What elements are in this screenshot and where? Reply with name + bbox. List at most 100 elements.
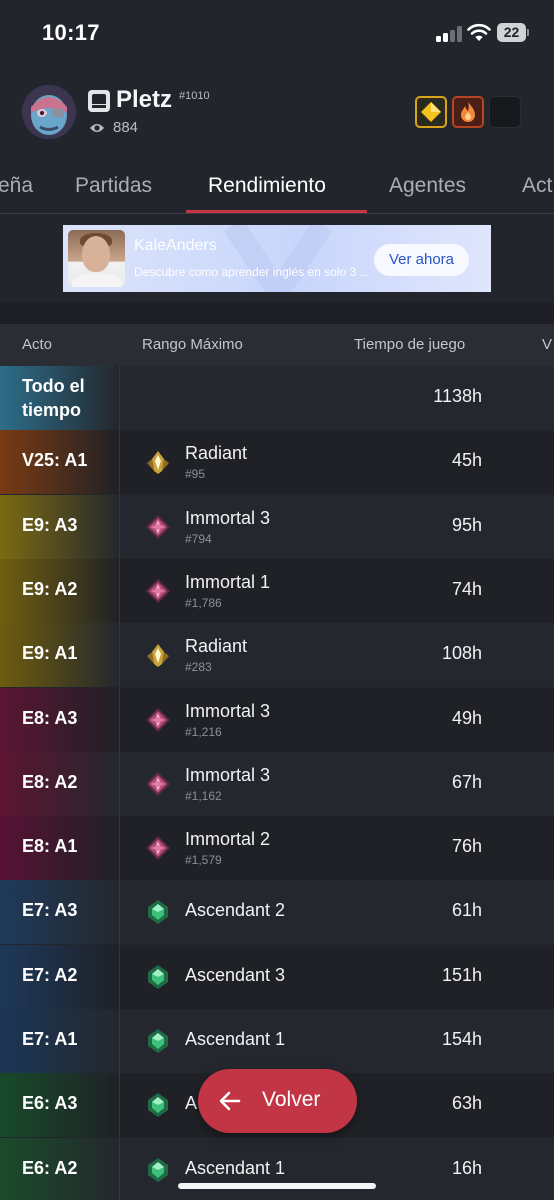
ascendant-rank-icon: [145, 899, 171, 925]
act-label: E9: A1: [22, 643, 78, 663]
playtime: 67h: [451, 772, 482, 792]
table-row[interactable]: E7: A1 Ascendant 1 154h: [0, 1009, 554, 1073]
act-cell: V25: A1: [0, 430, 120, 494]
immortal-rank-icon: [145, 707, 171, 733]
playtime: 74h: [451, 579, 482, 599]
playtime: 45h: [451, 450, 482, 470]
table-row[interactable]: E8: A1 Immortal 2 #1,579 76h: [0, 816, 554, 880]
table-row[interactable]: E9: A1 Radiant #283 108h: [0, 623, 554, 687]
act-cell: E6: A2: [0, 1138, 120, 1200]
ascendant-rank-icon: [145, 1028, 171, 1054]
col-header-time[interactable]: Tiempo de juego: [354, 336, 466, 353]
cellular-signal-icon: [436, 25, 462, 42]
rank-name: Ascendant 1: [185, 1029, 286, 1049]
leaderboard-position: #794: [185, 532, 212, 546]
immortal-rank-icon: [145, 514, 171, 540]
rank-name: A: [185, 1093, 198, 1113]
rank-name: Immortal 3: [185, 765, 271, 785]
act-cell: E8: A2: [0, 752, 120, 816]
radiant-rank-icon: [145, 449, 171, 475]
playtime: 108h: [441, 643, 482, 663]
playtime: 16h: [451, 1158, 482, 1178]
act-label: E6: A3: [22, 1093, 78, 1113]
immortal-rank-icon: [145, 578, 171, 604]
act-label: E9: A2: [22, 579, 78, 599]
act-cell: E7: A2: [0, 945, 120, 1009]
dark-badge[interactable]: [489, 96, 521, 128]
tab-bar: eña Partidas Rendimiento Agentes Act: [0, 160, 554, 214]
immortal-rank-icon: [145, 771, 171, 797]
view-count: 884: [113, 119, 139, 136]
table-row[interactable]: E9: A3 Immortal 3 #794 95h: [0, 495, 554, 559]
riot-fist-icon: [88, 90, 110, 112]
act-cell: E6: A3: [0, 1073, 120, 1137]
ad-description: Descubre como aprender inglés en solo 3 …: [134, 265, 370, 279]
tab-partidas[interactable]: Partidas: [75, 174, 153, 197]
back-button[interactable]: Volver: [198, 1069, 357, 1133]
playtime: 151h: [441, 965, 482, 985]
table-row[interactable]: E9: A2 Immortal 1 #1,786 74h: [0, 559, 554, 623]
act-cell: E9: A3: [0, 495, 120, 559]
leaderboard-position: #1,162: [185, 789, 222, 803]
act-cell: E7: A1: [0, 1009, 120, 1073]
immortal-rank-icon: [145, 835, 171, 861]
ascendant-rank-icon: [145, 1157, 171, 1183]
table-row[interactable]: E8: A2 Immortal 3 #1,162 67h: [0, 752, 554, 816]
act-cell: E8: A1: [0, 816, 120, 880]
back-button-label: Volver: [262, 1088, 321, 1111]
ad-title: KaleAnders: [134, 237, 217, 254]
table-row[interactable]: E6: A2 Ascendant 1 16h: [0, 1138, 554, 1200]
profile-header: Pletz #1010 884: [0, 78, 554, 148]
col-header-act[interactable]: Acto: [22, 336, 53, 353]
table-row[interactable]: E7: A2 Ascendant 3 151h: [0, 945, 554, 1009]
avatar[interactable]: [22, 85, 76, 139]
col-header-extra[interactable]: V: [542, 336, 553, 353]
playtime: 76h: [451, 836, 482, 856]
table-row[interactable]: E8: A3 Immortal 3 #1,216 49h: [0, 688, 554, 752]
section-divider: [0, 302, 554, 324]
act-label: E8: A3: [22, 708, 78, 728]
wifi-icon: [467, 23, 491, 41]
home-indicator: [178, 1183, 376, 1189]
gold-diamond-badge[interactable]: [415, 96, 447, 128]
playtime: 1138h: [433, 386, 482, 406]
ad-banner[interactable]: KaleAnders Descubre como aprender inglés…: [63, 225, 491, 292]
act-label: E6: A2: [22, 1158, 78, 1178]
table-row[interactable]: V25: A1 Radiant #95 45h: [0, 430, 554, 494]
tab-agentes[interactable]: Agentes: [389, 174, 467, 197]
table-row[interactable]: Todo el tiempo 1138h: [0, 366, 554, 430]
act-label: E7: A3: [22, 900, 78, 920]
radiant-rank-icon: [145, 642, 171, 668]
rank-name: Immortal 1: [185, 572, 271, 592]
eye-icon: [90, 124, 104, 132]
leaderboard-position: #95: [185, 467, 206, 481]
rank-name: Ascendant 2: [185, 900, 286, 920]
rank-name: Ascendant 1: [185, 1158, 286, 1178]
leaderboard-position: #1,579: [185, 853, 222, 867]
ad-cta-button[interactable]: Ver ahora: [374, 244, 469, 276]
act-label: E8: A1: [22, 836, 78, 856]
battery-icon: 22: [497, 23, 529, 42]
table-row[interactable]: E7: A3 Ascendant 2 61h: [0, 880, 554, 944]
tab-rendimiento[interactable]: Rendimiento: [208, 174, 326, 197]
act-cell: E8: A3: [0, 688, 120, 752]
act-cell: E7: A3: [0, 880, 120, 944]
act-label: E7: A2: [22, 965, 78, 985]
rank-name: Immortal 3: [185, 701, 271, 721]
fire-badge[interactable]: [452, 96, 484, 128]
playtime: 49h: [451, 708, 482, 728]
ascendant-rank-icon: [145, 964, 171, 990]
playtime: 154h: [441, 1029, 482, 1049]
tab-resena[interactable]: eña: [0, 174, 34, 197]
act-label: E7: A1: [22, 1029, 78, 1049]
playtime: 63h: [451, 1093, 482, 1113]
tab-actos[interactable]: Act: [522, 174, 553, 197]
player-name: Pletz: [116, 86, 173, 113]
ascendant-rank-icon: [145, 1092, 171, 1118]
playtime: 95h: [451, 515, 482, 535]
act-label: V25: A1: [22, 450, 88, 470]
leaderboard-position: #1,216: [185, 725, 222, 739]
col-header-rank[interactable]: Rango Máximo: [142, 336, 243, 353]
table-header: Acto Rango Máximo Tiempo de juego V: [0, 324, 554, 366]
status-bar: 10:17 22: [0, 0, 554, 66]
